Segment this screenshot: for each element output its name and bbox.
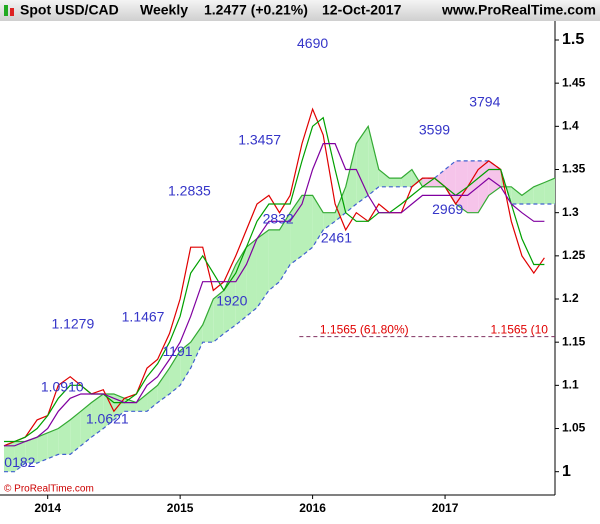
y-tick-label: 1.45 bbox=[562, 75, 586, 89]
cloud bbox=[169, 350, 181, 394]
y-tick-label: 1.05 bbox=[562, 421, 586, 435]
cloud bbox=[401, 169, 412, 187]
cloud bbox=[290, 195, 303, 265]
cloud bbox=[70, 411, 81, 455]
y-tick-label: 1.25 bbox=[562, 248, 586, 262]
cloud bbox=[37, 432, 48, 464]
x-tick-label: 2016 bbox=[299, 501, 326, 515]
cloud bbox=[136, 393, 148, 412]
logo bbox=[4, 5, 8, 16]
annotation: 1.1565 (10 bbox=[491, 322, 549, 336]
y-tick-label: 1 bbox=[562, 463, 571, 480]
y-tick-label: 1.5 bbox=[562, 31, 584, 48]
cloud bbox=[511, 186, 522, 205]
cloud bbox=[445, 160, 456, 205]
cloud bbox=[103, 393, 114, 429]
cloud bbox=[467, 160, 479, 213]
annotation: 1.1279 bbox=[51, 316, 94, 332]
cloud bbox=[389, 178, 402, 187]
annotation: 0182 bbox=[4, 454, 35, 470]
cloud bbox=[356, 126, 369, 205]
y-tick-label: 1.4 bbox=[562, 119, 579, 133]
footer: © ProRealTime.com bbox=[4, 484, 94, 495]
cloud bbox=[335, 186, 346, 222]
cloud bbox=[147, 385, 158, 412]
annotation: 1.0910 bbox=[41, 379, 84, 395]
cloud bbox=[302, 195, 313, 256]
annotation: 4690 bbox=[297, 35, 328, 51]
annotation: 3599 bbox=[419, 121, 450, 137]
y-tick-label: 1.35 bbox=[562, 162, 586, 176]
last-price: 1.2477 (+0.21%) bbox=[204, 2, 308, 18]
annotation: 1920 bbox=[216, 292, 247, 308]
cloud bbox=[113, 393, 125, 420]
annotation: 1.1565 (61.80%) bbox=[320, 322, 409, 336]
header-bar bbox=[0, 0, 600, 21]
cloud bbox=[3, 441, 15, 472]
y-tick-label: 1.3 bbox=[562, 205, 579, 219]
annotation: 1.0621 bbox=[86, 411, 129, 427]
x-tick-label: 2014 bbox=[34, 501, 61, 515]
cloud bbox=[378, 169, 390, 187]
date: 12-Oct-2017 bbox=[322, 2, 402, 18]
logo bbox=[10, 8, 14, 16]
cloud bbox=[521, 186, 534, 205]
annotation: 2832 bbox=[263, 210, 294, 226]
cloud bbox=[268, 229, 280, 291]
cloud bbox=[58, 419, 71, 455]
annotation: 2969 bbox=[432, 201, 463, 217]
cloud bbox=[157, 368, 170, 403]
cloud bbox=[202, 299, 214, 343]
cloud bbox=[368, 126, 379, 196]
cloud bbox=[488, 160, 501, 196]
cloud bbox=[91, 393, 104, 438]
cloud bbox=[124, 398, 137, 412]
annotation: 3794 bbox=[469, 94, 500, 110]
y-tick-label: 1.2 bbox=[562, 291, 579, 305]
series-line bbox=[4, 143, 545, 447]
x-tick-label: 2015 bbox=[167, 501, 194, 515]
cloud bbox=[256, 229, 269, 308]
cloud bbox=[323, 212, 336, 230]
annotation: 1.1467 bbox=[122, 309, 165, 325]
cloud bbox=[434, 169, 446, 187]
cloud bbox=[345, 143, 357, 213]
cloud bbox=[25, 437, 38, 464]
annotation: 1191 bbox=[162, 343, 192, 359]
cloud bbox=[544, 178, 555, 205]
span-a bbox=[3, 124, 556, 447]
symbol: Spot USD/CAD bbox=[20, 2, 119, 18]
cloud bbox=[533, 182, 545, 205]
y-tick-label: 1.1 bbox=[562, 378, 579, 392]
annotation: 2461 bbox=[321, 229, 352, 245]
cloud bbox=[80, 402, 92, 446]
cloud bbox=[180, 342, 191, 386]
annotation: 1.3457 bbox=[238, 132, 281, 148]
y-tick-label: 1.15 bbox=[562, 334, 586, 348]
source: www.ProRealTime.com bbox=[441, 2, 596, 18]
cloud bbox=[47, 428, 59, 459]
cloud bbox=[190, 324, 203, 369]
cloud bbox=[14, 441, 26, 472]
cloud bbox=[279, 212, 291, 282]
annotation: 1.2835 bbox=[168, 183, 211, 199]
x-tick-label: 2017 bbox=[432, 501, 459, 515]
cloud bbox=[213, 290, 224, 343]
period: Weekly bbox=[140, 2, 188, 18]
